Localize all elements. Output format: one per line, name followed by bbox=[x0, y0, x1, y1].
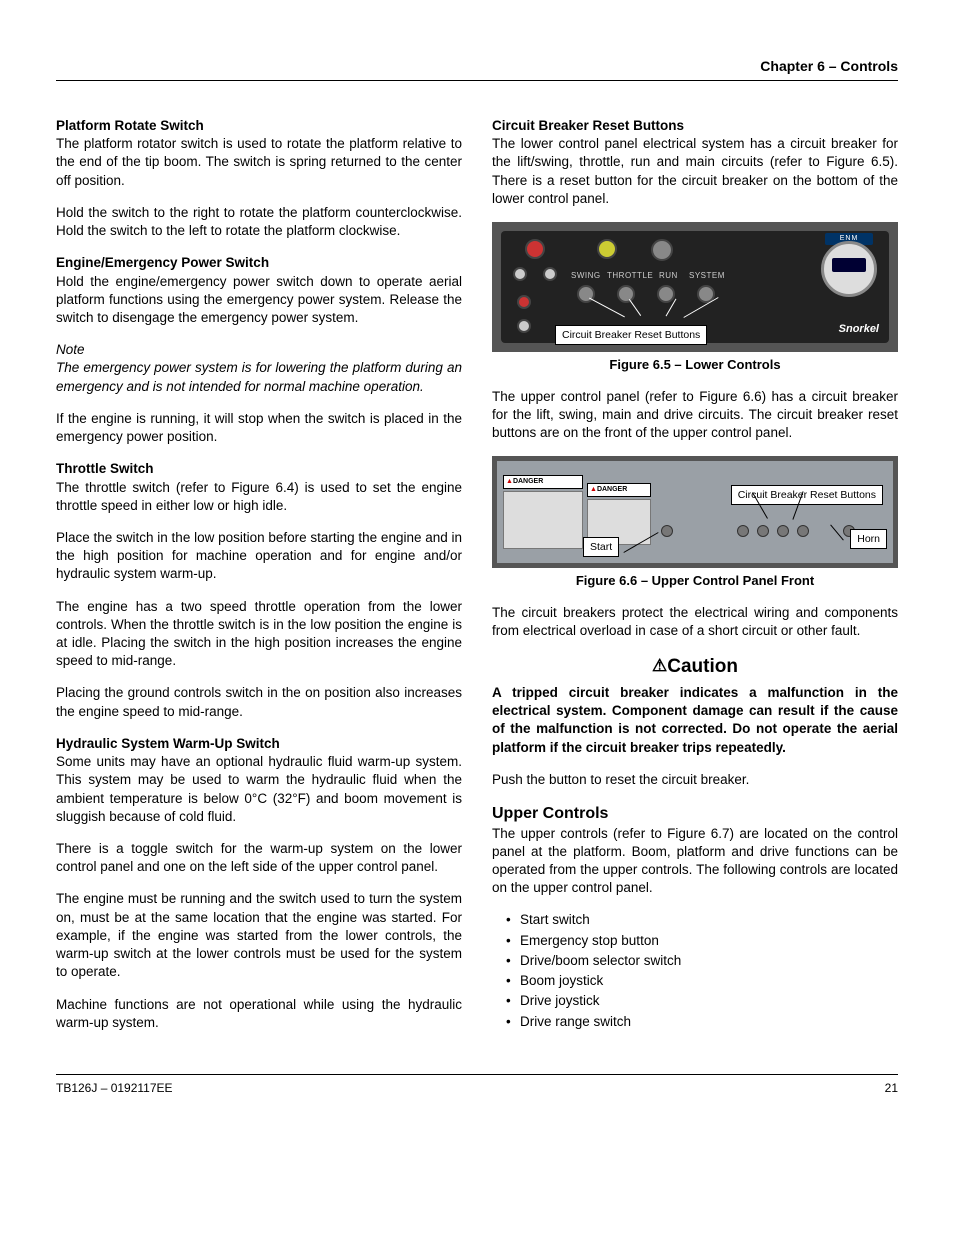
callout-circuit-breaker: Circuit Breaker Reset Buttons bbox=[555, 325, 707, 345]
body-text: The upper controls (refer to Figure 6.7)… bbox=[492, 825, 898, 898]
list-item: Start switch bbox=[520, 911, 898, 929]
figure-6-6: ▲DANGER ▲DANGER Circuit Breaker Reset Bu… bbox=[492, 456, 898, 568]
list-item: Boom joystick bbox=[520, 972, 898, 990]
warning-icon: ▲ bbox=[506, 478, 513, 485]
switch-icon bbox=[525, 239, 545, 259]
switch-icon bbox=[513, 267, 527, 281]
heading-circuit-breaker: Circuit Breaker Reset Buttons bbox=[492, 117, 898, 135]
danger-label: ▲DANGER bbox=[503, 475, 583, 488]
footer-page-number: 21 bbox=[885, 1081, 898, 1095]
breaker-label-run: RUN bbox=[659, 271, 678, 282]
body-text: Push the button to reset the circuit bre… bbox=[492, 771, 898, 789]
heading-platform-rotate: Platform Rotate Switch bbox=[56, 117, 462, 135]
heading-throttle: Throttle Switch bbox=[56, 460, 462, 478]
warning-icon: ⚠ bbox=[652, 656, 667, 675]
body-text: Hold the switch to the right to rotate t… bbox=[56, 204, 462, 240]
body-text: Some units may have an optional hydrauli… bbox=[56, 753, 462, 826]
breaker-label-throttle: THROTTLE bbox=[607, 271, 653, 282]
footer-doc-id: TB126J – 0192117EE bbox=[56, 1081, 173, 1095]
list-item: Emergency stop button bbox=[520, 932, 898, 950]
caution-body: A tripped circuit breaker indicates a ma… bbox=[492, 684, 898, 757]
upper-panel-bg: ▲DANGER ▲DANGER bbox=[497, 461, 893, 563]
note-label: Note bbox=[56, 341, 462, 359]
breaker-label-swing: SWING bbox=[571, 271, 601, 282]
heading-emergency-power: Engine/Emergency Power Switch bbox=[56, 254, 462, 272]
right-column: Circuit Breaker Reset Buttons The lower … bbox=[492, 117, 898, 1046]
danger-label: ▲DANGER bbox=[587, 483, 651, 496]
figure-6-5-caption: Figure 6.5 – Lower Controls bbox=[492, 356, 898, 374]
breaker-button bbox=[657, 285, 675, 303]
list-item: Drive joystick bbox=[520, 992, 898, 1010]
figure-6-5: ENM SWING THROTTLE RUN SYSTEM bbox=[492, 222, 898, 352]
body-text: The throttle switch (refer to Figure 6.4… bbox=[56, 479, 462, 515]
chapter-heading: Chapter 6 – Controls bbox=[56, 58, 898, 74]
callout-start: Start bbox=[583, 537, 619, 557]
left-column: Platform Rotate Switch The platform rota… bbox=[56, 117, 462, 1046]
body-text: The lower control panel electrical syste… bbox=[492, 135, 898, 208]
placard bbox=[503, 491, 583, 549]
upper-controls-list: Start switch Emergency stop button Drive… bbox=[492, 911, 898, 1030]
body-text: The circuit breakers protect the electri… bbox=[492, 604, 898, 640]
breaker-button bbox=[777, 525, 789, 537]
heading-hydraulic-warmup: Hydraulic System Warm-Up Switch bbox=[56, 735, 462, 753]
callout-horn: Horn bbox=[850, 529, 887, 549]
switch-icon bbox=[517, 295, 531, 309]
breaker-button bbox=[617, 285, 635, 303]
switch-icon bbox=[597, 239, 617, 259]
leader-line bbox=[629, 299, 641, 316]
body-text: The platform rotator switch is used to r… bbox=[56, 135, 462, 190]
body-text: Place the switch in the low position bef… bbox=[56, 529, 462, 584]
header-rule bbox=[56, 80, 898, 81]
heading-upper-controls: Upper Controls bbox=[492, 803, 898, 825]
start-button bbox=[661, 525, 673, 537]
hourmeter-icon bbox=[821, 241, 877, 297]
warning-icon: ▲ bbox=[590, 486, 597, 493]
list-item: Drive range switch bbox=[520, 1013, 898, 1031]
brand-label: Snorkel bbox=[839, 322, 879, 337]
list-item: Drive/boom selector switch bbox=[520, 952, 898, 970]
switch-icon bbox=[543, 267, 557, 281]
body-text: The engine has a two speed throttle oper… bbox=[56, 598, 462, 671]
caution-heading: ⚠Caution bbox=[492, 654, 898, 680]
breaker-button bbox=[757, 525, 769, 537]
breaker-label-system: SYSTEM bbox=[689, 271, 725, 282]
body-text: If the engine is running, it will stop w… bbox=[56, 410, 462, 446]
breaker-button bbox=[737, 525, 749, 537]
switch-icon bbox=[517, 319, 531, 333]
body-text: There is a toggle switch for the warm-up… bbox=[56, 840, 462, 876]
two-column-layout: Platform Rotate Switch The platform rota… bbox=[56, 117, 898, 1046]
note-body: The emergency power system is for loweri… bbox=[56, 359, 462, 395]
body-text: The engine must be running and the switc… bbox=[56, 890, 462, 981]
body-text: The upper control panel (refer to Figure… bbox=[492, 388, 898, 443]
breaker-button bbox=[797, 525, 809, 537]
body-text: Machine functions are not operational wh… bbox=[56, 996, 462, 1032]
figure-6-6-caption: Figure 6.6 – Upper Control Panel Front bbox=[492, 572, 898, 590]
switch-icon bbox=[651, 239, 673, 261]
body-text: Placing the ground controls switch in th… bbox=[56, 684, 462, 720]
body-text: Hold the engine/emergency power switch d… bbox=[56, 273, 462, 328]
page-footer: TB126J – 0192117EE 21 bbox=[56, 1074, 898, 1095]
